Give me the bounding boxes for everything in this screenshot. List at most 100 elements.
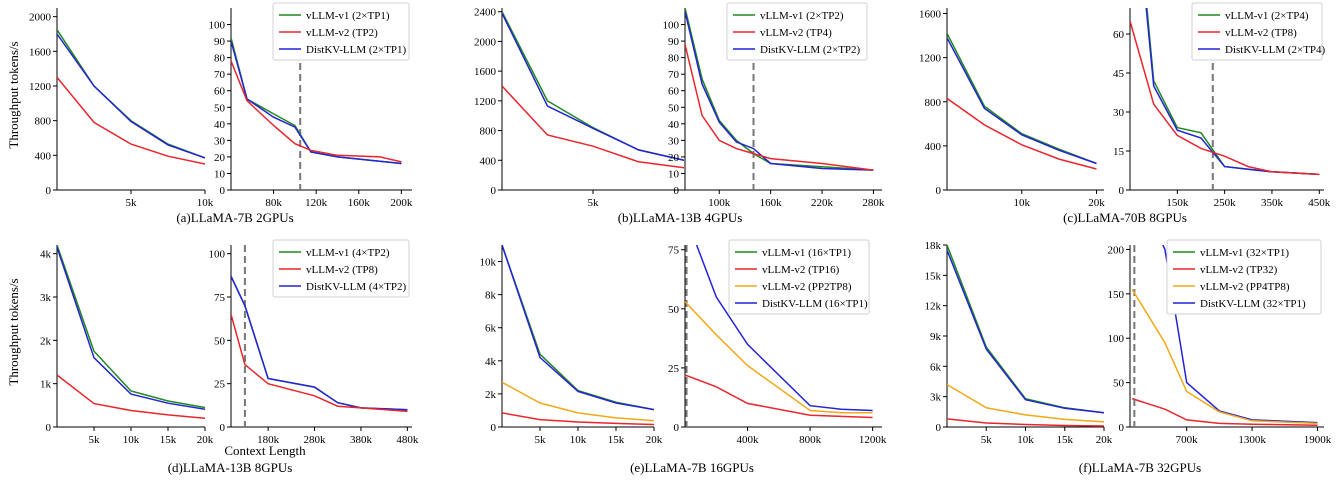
- y-tick-label: 0: [220, 422, 226, 434]
- legend-entry: DistKV-LLM (32×TP1): [1200, 298, 1306, 310]
- x-tick-label: 350k: [1261, 197, 1284, 209]
- y-tick-label: 2000: [29, 12, 52, 24]
- x-tick-label: 20k: [1088, 197, 1105, 209]
- legends: vLLM-v1 (2×TP1) vLLM-v2 (TP2) DistKV-LLM (…: [272, 2, 1326, 315]
- x-tick-label: 220k: [811, 197, 834, 209]
- y-tick-label: 1k: [40, 379, 52, 391]
- caption-a: (a)LLaMA-7B 2GPUs: [176, 210, 293, 225]
- series-line-distkv: [685, 11, 874, 171]
- y-tick-label: 80: [214, 53, 226, 65]
- legend-entry: vLLM-v2 (TP2): [306, 27, 378, 39]
- y-tick-label: 12k: [925, 301, 942, 313]
- x-tick-label: 15k: [160, 434, 177, 446]
- series-line-vllm_v2_pp: [1131, 289, 1318, 425]
- y-tick-label: 2k: [485, 389, 497, 401]
- y-tick-label: 30: [1113, 107, 1125, 119]
- legend-entry: vLLM-v1 (2×TP1): [306, 10, 390, 22]
- y-tick-label: 18k: [925, 240, 942, 252]
- legend-box: [1166, 239, 1322, 315]
- series-line-vllm_v2_pp: [947, 383, 1104, 423]
- y-tick-label: 90: [214, 36, 226, 48]
- y-axis-label-bottom: Throughput tokens/s: [6, 278, 21, 385]
- x-tick-label: 10k: [1017, 434, 1034, 446]
- caption-f: (f)LLaMA-7B 32GPUs: [1079, 460, 1201, 475]
- y-tick-label: 800: [35, 116, 52, 128]
- legend-entry: DistKV-LLM (4×TP2): [306, 281, 407, 293]
- y-tick-label: 400: [480, 155, 497, 167]
- x-tick-label: 1300k: [1238, 434, 1266, 446]
- y-tick-label: 50: [668, 102, 680, 114]
- y-tick-label: 4k: [40, 249, 52, 261]
- y-tick-label: 10k: [480, 257, 497, 269]
- x-tick-label: 400k: [737, 434, 760, 446]
- series-line-vllm_v2: [502, 412, 654, 426]
- y-tick-label: 30: [214, 135, 226, 147]
- y-tick-label: 400: [35, 150, 52, 162]
- series-line-vllm_v1: [502, 11, 684, 162]
- series-line-distkv: [57, 246, 205, 410]
- y-tick-label: 75: [668, 245, 680, 257]
- y-tick-label: 0: [674, 422, 680, 434]
- y-tick-label: 100: [663, 20, 680, 32]
- x-tick-label: 120k: [305, 197, 328, 209]
- series-line-vllm_v2_pp: [685, 301, 873, 414]
- x-tick-label: 380k: [350, 434, 373, 446]
- x-tick-label: 450k: [1308, 197, 1331, 209]
- legend-entry: vLLM-v2 (PP4TP8): [1200, 281, 1290, 293]
- x-tick-label: 100k: [708, 197, 731, 209]
- y-tick-label: 20: [668, 152, 680, 164]
- y-tick-label: 75: [214, 292, 226, 304]
- y-tick-label: 100: [209, 20, 226, 32]
- series-line-vllm_v1: [685, 8, 874, 171]
- legend-box: [1191, 2, 1323, 61]
- subplot-4-short: 0 2k 4k 6k 8k 10k 5k 10k 15k 20k: [480, 245, 663, 446]
- series-line-vllm_v2: [57, 374, 205, 420]
- legend-entry: DistKV-LLM (2×TP4): [1225, 44, 1326, 56]
- x-tick-label: 5k: [89, 434, 101, 446]
- legend-entry: vLLM-v2 (TP8): [1225, 27, 1297, 39]
- series-line-vllm_v1: [947, 245, 1104, 414]
- x-tick-label: 150k: [1166, 197, 1189, 209]
- y-tick-label: 60: [214, 86, 226, 98]
- subplot-4-long: 0 25 50 75 400k 800k 1200k: [668, 245, 887, 446]
- y-tick-label: 25: [668, 363, 680, 375]
- x-tick-label: 700k: [1176, 434, 1199, 446]
- series-line-distkv: [1162, 245, 1318, 424]
- y-tick-label: 0: [46, 422, 52, 434]
- y-tick-label: 15k: [925, 270, 942, 282]
- series-line-distkv: [502, 245, 654, 411]
- y-tick-label: 70: [214, 69, 226, 81]
- x-tick-label: 160k: [348, 197, 371, 209]
- legend-panel-1: vLLM-v1 (2×TP2) vLLM-v2 (TP4) DistKV-LLM (…: [726, 2, 868, 61]
- x-tick-label: 20k: [197, 434, 214, 446]
- legend-entry: vLLM-v1 (4×TP2): [306, 247, 390, 259]
- y-tick-label: 40: [668, 119, 680, 131]
- y-tick-label: 2400: [474, 7, 497, 19]
- subplot-2-long: 0 15 30 45 60 150k 250k 350k 450k: [1113, 8, 1331, 209]
- legend-panel-5: vLLM-v1 (32×TP1) vLLM-v2 (TP32) vLLM-v2 (P…: [1166, 239, 1322, 315]
- series-line-distkv: [947, 37, 1097, 165]
- x-tick-label: 280k: [304, 434, 327, 446]
- caption-b: (b)LLaMA-13B 4GPUs: [618, 210, 743, 225]
- legend-entry: DistKV-LLM (2×TP1): [306, 44, 407, 56]
- series-line-distkv: [502, 12, 684, 162]
- subplot-0-long: 0 10 20 30 40 50 60 70 80 90 100 80k 120k 160k 200k: [209, 8, 413, 209]
- x-tick-label: 250k: [1214, 197, 1237, 209]
- subplot-2-short: 0 400 800 1200 1600 10k 20k: [919, 8, 1105, 209]
- x-tick-label: 180k: [257, 434, 280, 446]
- y-tick-label: 50: [668, 304, 680, 316]
- y-tick-label: 800: [480, 126, 497, 138]
- x-tick-label: 160k: [760, 197, 783, 209]
- y-tick-label: 3k: [40, 292, 52, 304]
- legend-entry: DistKV-LLM (2×TP2): [760, 44, 861, 56]
- x-tick-label: 15k: [1057, 434, 1074, 446]
- y-tick-label: 25: [214, 379, 226, 391]
- legend-panel-0: vLLM-v1 (2×TP1) vLLM-v2 (TP2) DistKV-LLM (…: [272, 2, 410, 61]
- y-tick-label: 0: [674, 185, 680, 197]
- y-tick-label: 800: [925, 97, 942, 109]
- legend-panel-3: vLLM-v1 (4×TP2) vLLM-v2 (TP8) DistKV-LLM (…: [272, 239, 410, 298]
- y-tick-label: 200: [1108, 244, 1125, 256]
- x-axis-label: Context Length: [224, 443, 306, 458]
